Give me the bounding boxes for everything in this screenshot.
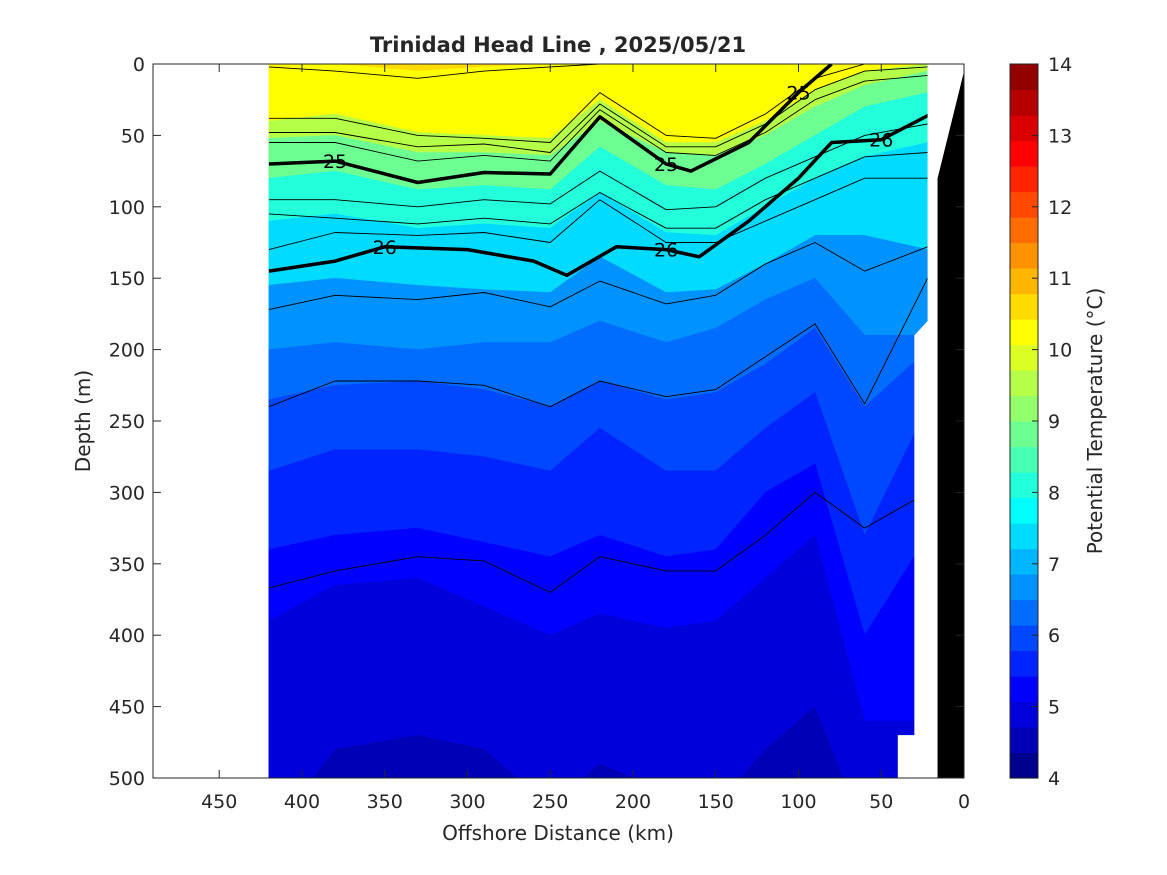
colorbar-swatch xyxy=(1010,344,1038,371)
temperature-band xyxy=(312,706,843,778)
y-tick-label: 200 xyxy=(109,340,145,362)
colorbar-swatch xyxy=(1010,650,1038,677)
y-tick-label: 50 xyxy=(121,125,145,147)
filled-contours xyxy=(268,64,928,778)
colorbar-swatch xyxy=(1010,752,1038,779)
x-tick-label: 100 xyxy=(780,791,816,813)
density-contour-thin xyxy=(268,152,928,229)
colorbar-swatch xyxy=(1010,472,1038,499)
colorbar-swatch xyxy=(1010,166,1038,193)
colorbar-swatch xyxy=(1010,574,1038,601)
colorbar-tick-label: 13 xyxy=(1048,125,1072,147)
colorbar-swatch xyxy=(1010,395,1038,422)
x-tick-label: 50 xyxy=(869,791,893,813)
y-tick-label: 350 xyxy=(109,554,145,576)
colorbar-swatch xyxy=(1010,191,1038,218)
y-tick-label: 250 xyxy=(109,411,145,433)
chart-title: Trinidad Head Line , 2025/05/21 xyxy=(370,33,746,57)
seafloor-mask xyxy=(937,71,964,778)
colorbar-tick-label: 7 xyxy=(1048,554,1060,576)
density-contour-labeled xyxy=(268,64,833,185)
density-contour-labeled xyxy=(268,112,932,278)
bathymetry-mask xyxy=(897,64,964,778)
plot-area: 25 25 25 26 26 26 xyxy=(152,63,965,779)
density-contour-thin xyxy=(268,66,928,153)
colorbar-tick-label: 5 xyxy=(1048,697,1060,719)
colorbar-swatch xyxy=(1010,140,1038,167)
density-contour-thin xyxy=(268,64,928,79)
colorbar-swatch xyxy=(1010,727,1038,754)
colorbar-swatch xyxy=(1010,676,1038,703)
contour-label: 25 xyxy=(654,154,678,176)
colorbar-swatch xyxy=(1010,217,1038,244)
x-tick-label: 350 xyxy=(367,791,403,813)
colorbar-tick-label: 6 xyxy=(1048,625,1060,647)
contour-label: 26 xyxy=(869,130,893,152)
colorbar-swatch xyxy=(1010,599,1038,626)
colorbar-swatch xyxy=(1010,268,1038,295)
colorbar-swatch xyxy=(1010,523,1038,550)
x-tick-label: 400 xyxy=(284,791,320,813)
colorbar-tick-label: 14 xyxy=(1048,54,1072,76)
colorbar-swatch xyxy=(1010,293,1038,320)
x-tick-label: 300 xyxy=(449,791,485,813)
y-axis-label: Depth (m) xyxy=(71,370,95,472)
colorbar-tick-label: 11 xyxy=(1048,268,1072,290)
colorbar-tick-label: 4 xyxy=(1048,768,1060,790)
colorbar-tick-label: 9 xyxy=(1048,411,1060,433)
x-axis-ticks: 450 400 350 300 250 200 150 100 50 0 xyxy=(201,64,970,813)
colorbar-swatch xyxy=(1010,446,1038,473)
colorbar-swatch xyxy=(1010,115,1038,142)
x-tick-label: 0 xyxy=(958,791,970,813)
contour-label: 25 xyxy=(323,151,347,173)
colorbar-tick-label: 8 xyxy=(1048,482,1060,504)
colorbar-swatch xyxy=(1010,701,1038,728)
contour-label: 26 xyxy=(654,240,678,262)
x-tick-label: 250 xyxy=(532,791,568,813)
x-tick-label: 450 xyxy=(201,791,237,813)
density-contour-thin xyxy=(268,242,928,311)
density-contour-thin xyxy=(268,177,928,251)
colorbar: 4 5 6 7 8 9 10 11 12 13 14 xyxy=(1009,54,1072,790)
temperature-band xyxy=(268,534,928,778)
colorbar-swatch xyxy=(1010,370,1038,397)
y-tick-label: 100 xyxy=(109,197,145,219)
y-tick-label: 0 xyxy=(133,54,145,76)
y-tick-label: 450 xyxy=(109,697,145,719)
density-contour-lines: 25 25 25 26 26 26 xyxy=(268,64,932,593)
colorbar-tick-label: 12 xyxy=(1048,197,1072,219)
colorbar-swatch xyxy=(1010,242,1038,269)
x-tick-label: 200 xyxy=(615,791,651,813)
y-tick-label: 300 xyxy=(109,482,145,504)
density-contour-thin xyxy=(268,277,929,408)
x-tick-label: 150 xyxy=(698,791,734,813)
colorbar-swatch xyxy=(1010,625,1038,652)
y-tick-label: 500 xyxy=(109,768,145,790)
contour-label: 26 xyxy=(373,237,397,259)
density-contour-thin xyxy=(268,64,928,143)
contour-label: 25 xyxy=(786,83,810,105)
colorbar-swatch xyxy=(1010,89,1038,116)
y-axis-ticks: 0 50 100 150 200 250 300 350 400 450 500 xyxy=(109,54,964,790)
colorbar-label: Potential Temperature (°C) xyxy=(1083,288,1107,555)
colorbar-swatch xyxy=(1010,64,1038,91)
colorbar-swatch xyxy=(1010,421,1038,448)
y-tick-label: 400 xyxy=(109,625,145,647)
colorbar-tick-label: 10 xyxy=(1048,340,1072,362)
no-data-mask xyxy=(897,64,964,778)
colorbar-swatch xyxy=(1010,497,1038,524)
colorbar-swatch xyxy=(1010,319,1038,346)
colorbar-swatch xyxy=(1010,548,1038,575)
y-tick-label: 150 xyxy=(109,268,145,290)
x-axis-label: Offshore Distance (km) xyxy=(442,821,674,845)
density-contour-thin xyxy=(268,491,928,593)
density-contour-thin xyxy=(268,74,928,162)
